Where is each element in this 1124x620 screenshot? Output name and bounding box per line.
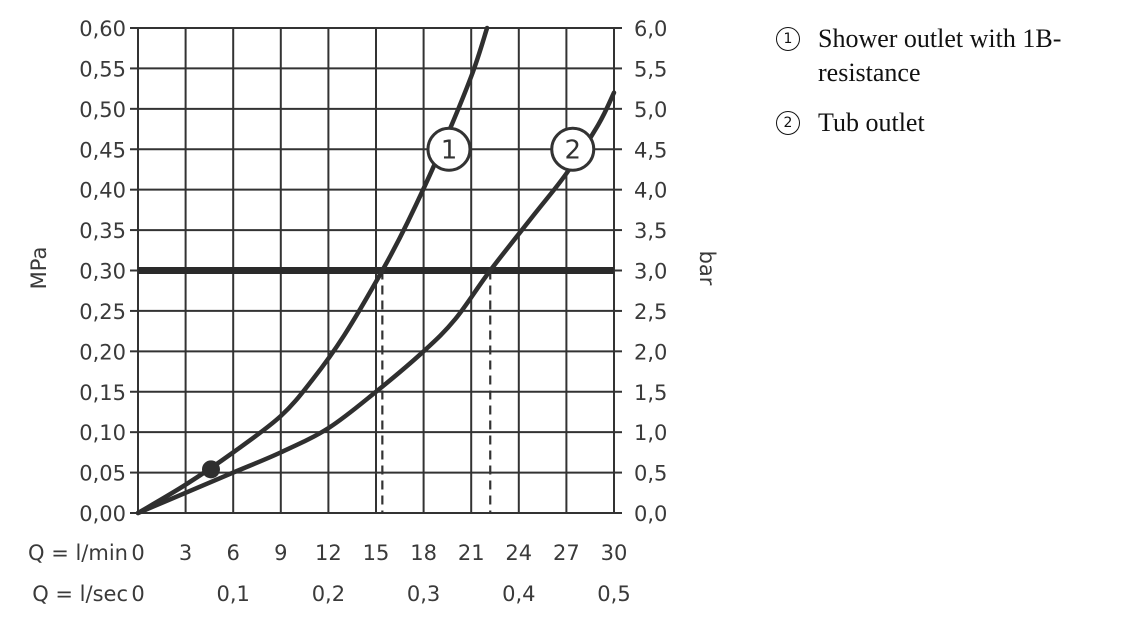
legend-label-1: Shower outlet with 1B-resistance	[818, 24, 1062, 87]
x-tick-label-lsec: 0,5	[597, 582, 630, 606]
series-line-2	[135, 90, 617, 516]
marked-point	[201, 460, 220, 479]
y-left-tick-label: 0,55	[79, 57, 126, 81]
legend-item-2: 2 Tub outlet	[776, 106, 1121, 140]
y-right-tick-label: 6,0	[634, 17, 667, 41]
legend: 1 Shower outlet with 1B-resistance 2 Tub…	[776, 22, 1121, 156]
y-right-tick-label: 3,0	[634, 260, 667, 284]
x-tick-label-lmin: 18	[410, 541, 437, 565]
series-marker-label-1: 1	[441, 135, 458, 165]
x-tick-label-lsec: 0,2	[312, 582, 345, 606]
x-tick-label-lmin: 0	[131, 541, 144, 565]
y-right-tick-label: 4,5	[634, 138, 667, 162]
x-tick-label-lmin: 9	[274, 541, 287, 565]
y-left-tick-label: 0,25	[79, 300, 126, 324]
y-right-tick-label: 1,5	[634, 381, 667, 405]
series-marker-2	[550, 126, 596, 172]
x-tick-label-lmin: 24	[505, 541, 532, 565]
series-marker-label-2: 2	[564, 135, 581, 165]
x-tick-label-lmin: 30	[601, 541, 628, 565]
x-row1-label: Q = l/min	[28, 541, 128, 565]
x-tick-label-lmin: 3	[179, 541, 192, 565]
y-left-axis-label: MPa	[27, 247, 51, 290]
y-right-tick-label: 2,0	[634, 340, 667, 364]
y-left-tick-label: 0,00	[79, 502, 126, 526]
x-tick-label-lsec: 0	[131, 582, 144, 606]
x-tick-label-lmin: 15	[363, 541, 390, 565]
tick-labels: 0,00 0,00,05 0,50,10 1,00,15 1,50,20 2,00,25 2…	[28, 17, 667, 606]
series-line-1	[135, 25, 490, 516]
reference-line-group	[138, 267, 614, 513]
x-row2-label: Q = l/sec	[32, 582, 128, 606]
y-left-tick-label: 0,15	[79, 381, 126, 405]
x-tick-label-lmin: 6	[227, 541, 240, 565]
legend-item-1: 1 Shower outlet with 1B-resistance	[776, 22, 1121, 90]
x-tick-label-lsec: 0,3	[407, 582, 440, 606]
series-marker-1	[426, 126, 472, 172]
legend-marker-2: 2	[776, 111, 800, 135]
legend-label-2: Tub outlet	[818, 108, 925, 137]
x-tick-label-lmin: 27	[553, 541, 580, 565]
y-left-tick-label: 0,45	[79, 138, 126, 162]
x-tick-label-lsec: 0,1	[216, 582, 249, 606]
y-left-tick-label: 0,40	[79, 179, 126, 203]
y-right-tick-label: 0,5	[634, 462, 667, 486]
y-left-tick-label: 0,05	[79, 462, 126, 486]
y-left-tick-label: 0,20	[79, 340, 126, 364]
y-right-tick-label: 3,5	[634, 219, 667, 243]
y-left-tick-label: 0,30	[79, 260, 126, 284]
y-left-tick-label: 0,10	[79, 421, 126, 445]
x-tick-label-lmin: 12	[315, 541, 342, 565]
x-tick-label-lsec: 0,4	[502, 582, 535, 606]
y-right-tick-label: 4,0	[634, 179, 667, 203]
legend-marker-1: 1	[776, 27, 800, 51]
y-right-tick-label: 0,0	[634, 502, 667, 526]
x-tick-label-lmin: 21	[458, 541, 485, 565]
y-left-tick-label: 0,50	[79, 98, 126, 122]
y-right-tick-label: 5,5	[634, 57, 667, 81]
y-right-axis-label: bar	[695, 251, 719, 286]
y-right-tick-label: 2,5	[634, 300, 667, 324]
y-left-tick-label: 0,35	[79, 219, 126, 243]
y-left-tick-label: 0,60	[79, 17, 126, 41]
y-right-tick-label: 5,0	[634, 98, 667, 122]
y-right-tick-label: 1,0	[634, 421, 667, 445]
